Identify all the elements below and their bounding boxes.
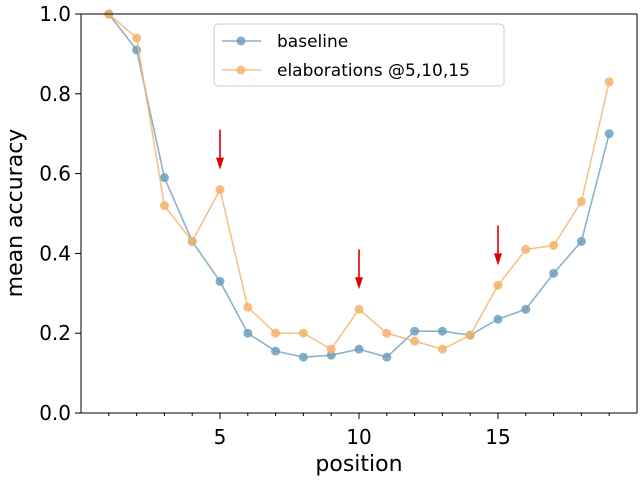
data-point-1: [326, 344, 336, 354]
y-tick-label: 0.6: [39, 162, 71, 186]
legend-label-baseline: baseline: [277, 32, 348, 52]
data-point-1: [382, 328, 392, 338]
x-tick-label: 15: [485, 425, 510, 449]
data-point-1: [437, 344, 447, 354]
annotation-layer: [216, 129, 502, 290]
y-axis: 0.0 0.2 0.4 0.6 0.8 1.0: [39, 2, 81, 425]
data-point-0: [159, 173, 169, 183]
data-point-1: [576, 197, 586, 207]
arrow-head: [355, 277, 363, 290]
data-point-0: [215, 276, 225, 286]
legend: baseline elaborations @5,10,15: [213, 23, 505, 87]
data-point-0: [354, 344, 364, 354]
x-axis: 5 10 15: [108, 413, 610, 449]
data-point-1: [549, 240, 559, 250]
series-layer: [104, 9, 614, 362]
x-tick-label: 5: [214, 425, 227, 449]
legend-box: [213, 23, 505, 87]
data-point-1: [493, 280, 503, 290]
data-point-0: [521, 304, 531, 314]
y-tick-label: 0.4: [39, 241, 71, 265]
y-tick-label: 0.0: [39, 401, 71, 425]
data-point-1: [215, 185, 225, 195]
y-axis-label: mean accuracy: [3, 129, 28, 298]
x-axis-label: position: [315, 452, 402, 477]
data-point-0: [243, 328, 253, 338]
data-point-0: [576, 236, 586, 246]
legend-marker-elaborations: [236, 65, 246, 75]
arrow-head: [494, 253, 502, 266]
data-point-1: [132, 33, 142, 43]
data-point-1: [465, 330, 475, 340]
data-point-1: [243, 302, 253, 312]
data-point-0: [410, 326, 420, 336]
data-point-1: [410, 336, 420, 346]
data-point-1: [604, 77, 614, 87]
data-point-1: [271, 328, 281, 338]
arrow-head: [216, 157, 224, 170]
y-tick-label: 1.0: [39, 2, 71, 26]
x-tick-label: 10: [346, 425, 371, 449]
y-tick-label: 0.2: [39, 321, 71, 345]
y-tick-label: 0.8: [39, 82, 71, 106]
data-point-1: [298, 328, 308, 338]
data-point-1: [187, 236, 197, 246]
data-point-0: [493, 314, 503, 324]
data-point-0: [271, 346, 281, 356]
data-point-0: [437, 326, 447, 336]
data-point-0: [604, 129, 614, 139]
legend-label-elaborations: elaborations @5,10,15: [277, 61, 470, 81]
data-point-0: [298, 352, 308, 362]
data-point-0: [549, 268, 559, 278]
legend-marker-baseline: [236, 36, 246, 46]
data-point-1: [354, 304, 364, 314]
data-point-1: [159, 201, 169, 211]
data-point-0: [382, 352, 392, 362]
data-point-1: [521, 244, 531, 254]
